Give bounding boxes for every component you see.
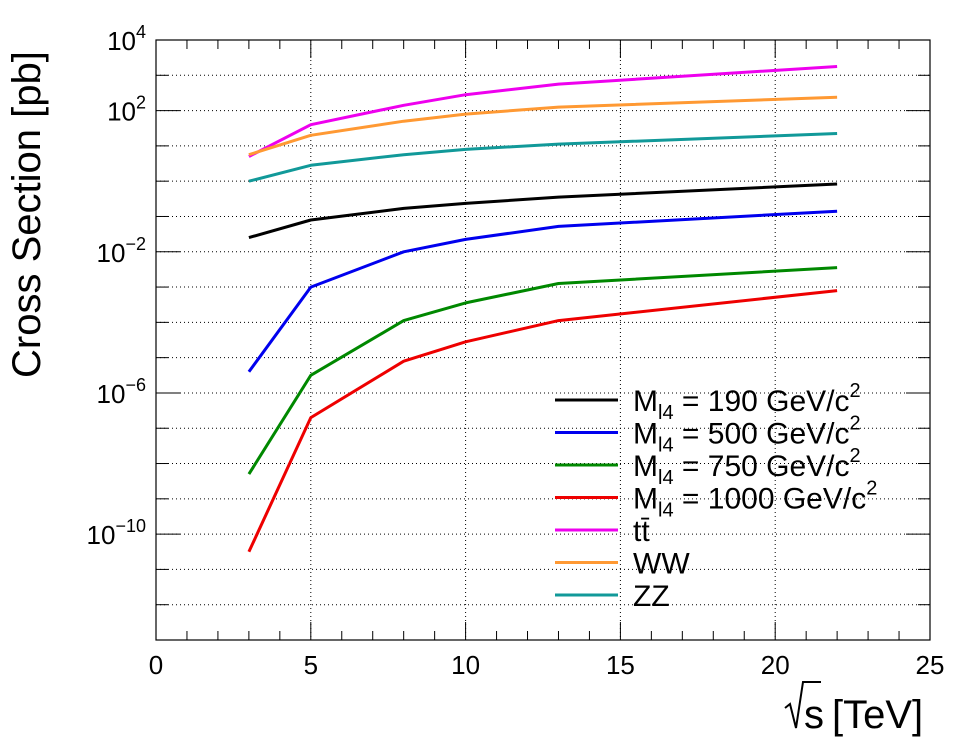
- x-axis-title: s [TeV]: [784, 681, 923, 737]
- series-line: [248, 182, 838, 240]
- x-tick-label: 0: [149, 650, 163, 680]
- y-tick-label: 10−2: [97, 234, 146, 268]
- x-axis-title-symbol: s: [804, 693, 824, 737]
- series-line: [248, 65, 838, 158]
- legend-entry-label: Ml4 = 750 GeV/c2: [633, 445, 861, 489]
- y-tick-label: 10−6: [97, 375, 146, 409]
- legend-entry-label: WW: [633, 548, 690, 581]
- y-tick-labels: 104 102 10−2 10−6 10−10: [87, 22, 146, 550]
- legend-entry-label: Ml4 = 190 GeV/c2: [633, 380, 861, 424]
- sqrt-symbol-icon: [784, 681, 821, 729]
- series-lines: [247, 65, 838, 553]
- x-tick-label: 25: [916, 650, 945, 680]
- y-tick-label: 104: [107, 22, 146, 56]
- x-tick-labels: 0 5 10 15 20 25: [149, 650, 945, 680]
- plot-frame: [155, 39, 931, 641]
- series-line: [248, 132, 838, 183]
- y-tick-label: 10−10: [87, 516, 146, 550]
- axis-ticks: [155, 39, 931, 641]
- legend-entry-label: Ml4 = 1000 GeV/c2: [633, 478, 877, 522]
- series-line: [247, 209, 838, 373]
- x-tick-label: 20: [761, 650, 790, 680]
- legend-entry-label: ZZ: [633, 580, 670, 613]
- x-tick-label: 15: [606, 650, 635, 680]
- x-axis-title-unit: [TeV]: [832, 693, 923, 737]
- y-tick-label: 102: [107, 93, 146, 127]
- series-line: [247, 289, 838, 553]
- y-axis-title: Cross Section [pb]: [5, 51, 49, 378]
- legend-entry-label: Ml4 = 500 GeV/c2: [633, 413, 861, 457]
- series-line: [248, 95, 838, 157]
- series-line: [247, 266, 838, 475]
- x-tick-label: 10: [451, 650, 480, 680]
- legend-entry-label: tt̄: [633, 515, 650, 548]
- x-tick-label: 5: [304, 650, 318, 680]
